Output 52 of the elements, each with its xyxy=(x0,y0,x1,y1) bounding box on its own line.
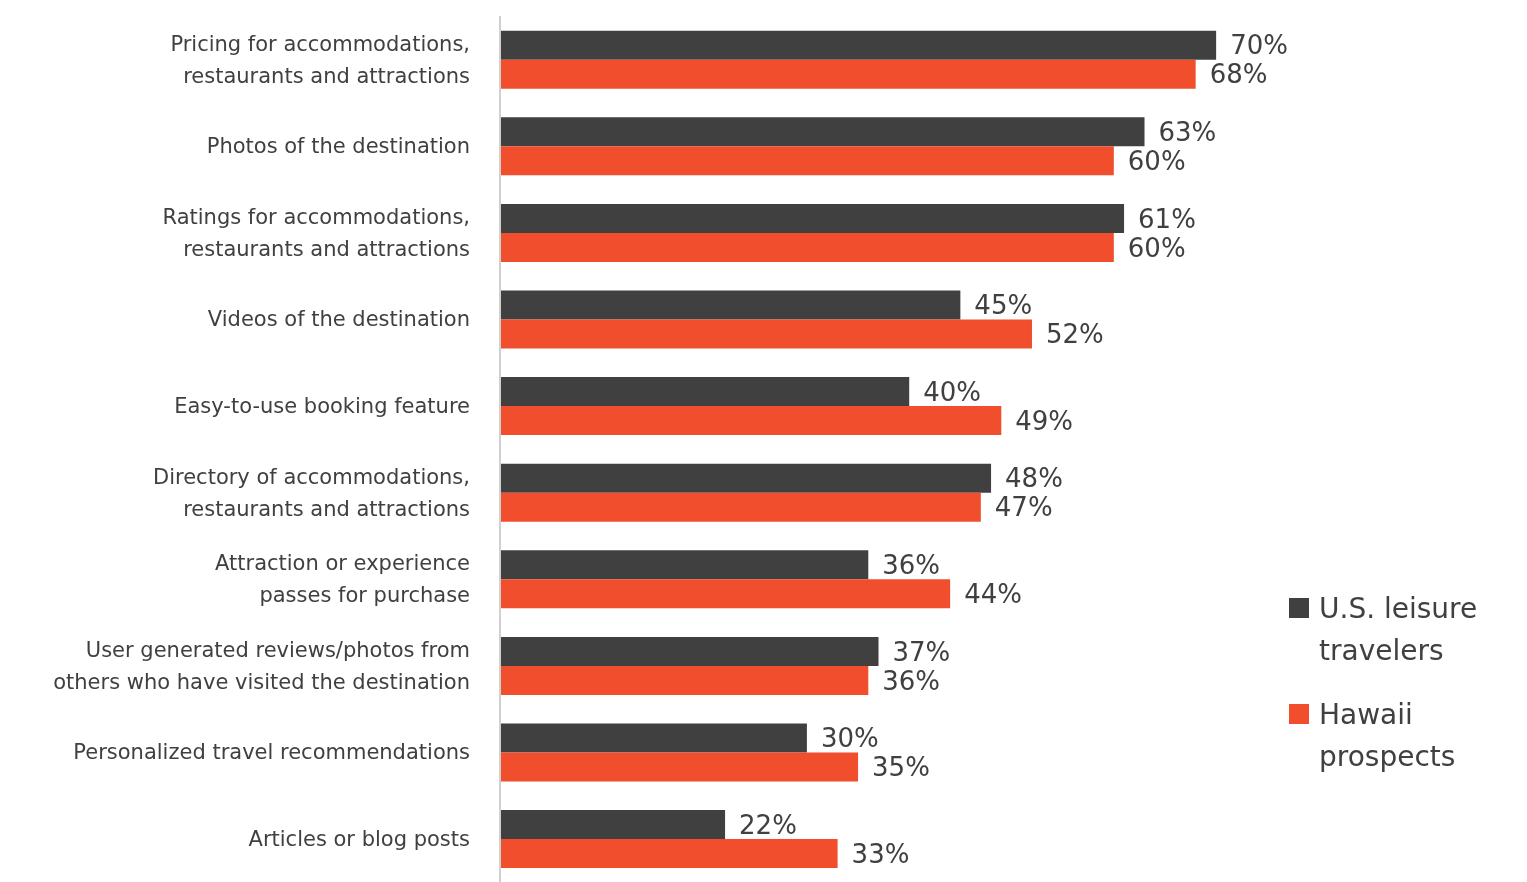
data-label: 33% xyxy=(851,838,910,869)
bar xyxy=(500,232,1114,262)
data-label: 36% xyxy=(882,665,941,696)
y-tick-label: Photos of the destination xyxy=(206,134,470,159)
data-label: 35% xyxy=(872,752,930,783)
bar xyxy=(500,752,859,782)
y-tick-label: Personalized travel recommendations xyxy=(73,740,470,765)
data-label: 45% xyxy=(974,290,1033,321)
bar xyxy=(500,117,1145,147)
data-label: 30% xyxy=(820,723,879,754)
y-tick-label: Easy-to-use booking feature xyxy=(174,394,470,419)
bar xyxy=(500,839,838,869)
bar xyxy=(500,810,726,840)
bar xyxy=(500,665,869,695)
bar xyxy=(500,406,1002,436)
bar xyxy=(500,59,1196,89)
data-label: 36% xyxy=(882,549,941,580)
data-label: 60% xyxy=(1127,145,1186,176)
bar xyxy=(500,290,961,320)
data-label: 44% xyxy=(964,578,1022,609)
bar xyxy=(500,579,951,609)
data-label: 49% xyxy=(1015,405,1074,436)
data-label: 63% xyxy=(1158,116,1217,147)
data-label: 68% xyxy=(1209,59,1268,90)
bar xyxy=(500,550,869,580)
bar xyxy=(500,30,1217,60)
y-tick-label: Pricing for accommodations, restaurants and attractions xyxy=(170,31,470,88)
data-label: 47% xyxy=(994,492,1053,523)
bar xyxy=(500,723,807,753)
y-tick-label: Videos of the destination xyxy=(207,307,470,332)
bar xyxy=(500,492,981,522)
bar xyxy=(500,203,1125,233)
bar xyxy=(500,146,1114,176)
data-label: 40% xyxy=(923,376,982,407)
bar xyxy=(500,319,1032,349)
y-tick-label: Articles or blog posts xyxy=(248,827,470,852)
data-label: 22% xyxy=(739,809,797,840)
y-tick-label: Attraction or experience passes for purchase xyxy=(215,551,470,608)
y-tick-label: User generated reviews/photos from others who have visited the destination xyxy=(53,637,470,694)
bar xyxy=(500,463,992,493)
data-label: 37% xyxy=(892,636,951,667)
bar xyxy=(500,377,910,407)
data-label: 60% xyxy=(1127,232,1186,263)
data-label: 52% xyxy=(1045,319,1104,350)
data-label: 61% xyxy=(1138,203,1196,234)
bar xyxy=(500,636,879,666)
y-tick-label: Ratings for accommodations, restaurants and attractions xyxy=(162,204,470,261)
y-tick-label: Directory of accommodations, restaurants and attractions xyxy=(153,464,470,521)
legend-label: Hawaii prospects xyxy=(1319,697,1457,775)
data-label: 48% xyxy=(1005,463,1063,494)
data-label: 70% xyxy=(1230,30,1288,61)
legend-label: U.S. leisure travelers xyxy=(1319,591,1479,669)
